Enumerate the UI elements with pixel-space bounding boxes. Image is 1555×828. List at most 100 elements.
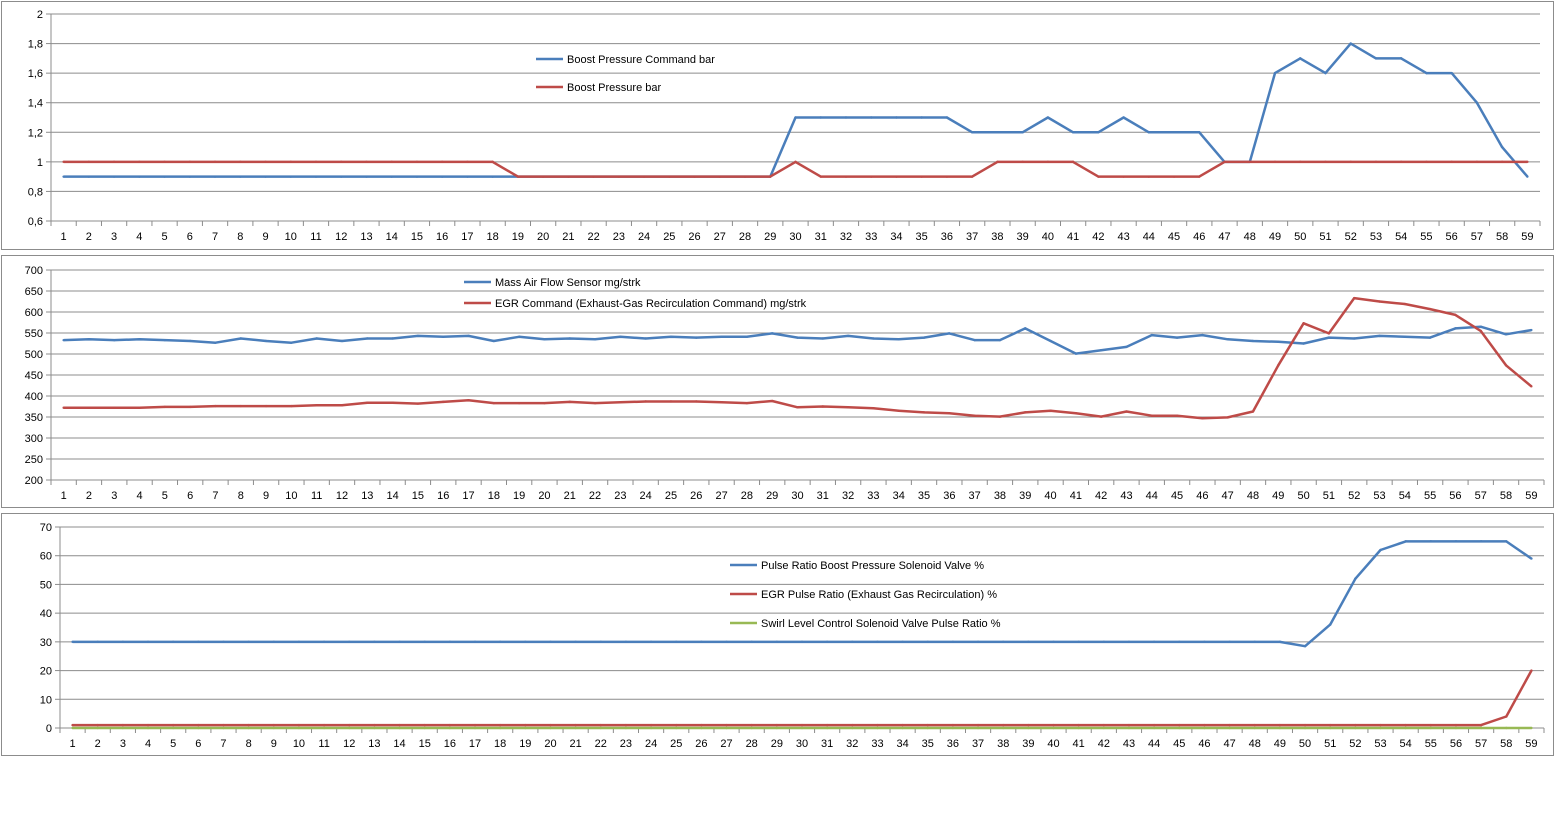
boost-x-tick-label: 29 bbox=[764, 231, 776, 243]
maf-series-1-point bbox=[239, 404, 242, 408]
pulse-series-2-point bbox=[1454, 726, 1458, 730]
maf-series-0-point bbox=[872, 337, 875, 340]
maf-series-1-point bbox=[517, 401, 521, 405]
maf-series-1-point bbox=[1378, 300, 1381, 303]
maf-x-tick-label: 55 bbox=[1424, 490, 1436, 502]
maf-series-0-point bbox=[1074, 352, 1078, 355]
pulse-y-tick-label: 70 bbox=[40, 522, 52, 534]
maf-x-tick-label: 39 bbox=[1019, 490, 1031, 502]
pulse-x-tick-label: 29 bbox=[771, 738, 783, 750]
maf-x-tick-label: 53 bbox=[1373, 490, 1385, 502]
maf-x-tick-label: 43 bbox=[1120, 490, 1132, 502]
pulse-series-1-point bbox=[146, 723, 150, 727]
boost-series-0-point bbox=[1273, 71, 1277, 75]
pulse-x-tick-label: 40 bbox=[1047, 738, 1059, 750]
boost-series-0-point bbox=[1475, 101, 1479, 104]
boost-x-tick-label: 58 bbox=[1496, 231, 1508, 243]
maf-x-tick-label: 4 bbox=[137, 490, 143, 502]
pulse-series-0-point bbox=[675, 640, 678, 644]
boost-x-tick-label: 3 bbox=[111, 231, 117, 243]
boost-series-1-point bbox=[138, 160, 141, 164]
maf-series-0-point bbox=[1024, 327, 1027, 330]
boost-series-1-point bbox=[895, 175, 898, 178]
boost-series-1-point bbox=[491, 160, 494, 164]
pulse-series-2-point bbox=[448, 726, 452, 730]
boost-series-1-point bbox=[239, 160, 242, 164]
maf-y-tick-label: 500 bbox=[25, 349, 43, 361]
boost-x-tick-label: 22 bbox=[587, 231, 599, 243]
pulse-series-0-point bbox=[876, 640, 879, 644]
pulse-series-2-point bbox=[599, 726, 602, 730]
boost-series-1-point bbox=[163, 160, 166, 164]
boost-x-tick-label: 17 bbox=[461, 231, 473, 243]
maf-x-tick-label: 27 bbox=[715, 490, 727, 502]
maf-series-0-point bbox=[290, 341, 293, 344]
pulse-series-2-point bbox=[1127, 726, 1131, 730]
maf-x-tick-label: 57 bbox=[1475, 490, 1487, 502]
maf-x-tick-label: 54 bbox=[1399, 490, 1411, 502]
pulse-y-tick-label: 20 bbox=[40, 666, 52, 678]
boost-y-tick-label: 0,8 bbox=[28, 186, 43, 198]
pulse-series-0-point bbox=[146, 640, 150, 644]
maf-y-tick-label: 450 bbox=[25, 370, 43, 382]
boost-x-tick-label: 16 bbox=[436, 231, 448, 243]
pulse-series-1-point bbox=[1077, 723, 1080, 727]
pulse-series-2-point bbox=[976, 726, 980, 730]
pulse-series-1-point bbox=[725, 723, 728, 727]
pulse-series-1-point bbox=[171, 723, 175, 727]
pulse-x-tick-label: 46 bbox=[1198, 738, 1210, 750]
pulse-x-tick-label: 6 bbox=[195, 738, 201, 750]
maf-x-tick-label: 10 bbox=[285, 490, 297, 502]
boost-series-1-point bbox=[617, 175, 621, 178]
maf-series-1-point bbox=[998, 415, 1002, 418]
pulse-x-tick-label: 37 bbox=[972, 738, 984, 750]
boost-series-1-point bbox=[870, 175, 873, 178]
boost-series-line-1 bbox=[63, 160, 1528, 178]
pulse-series-0-point bbox=[1354, 577, 1357, 580]
boost-series-1-point bbox=[794, 160, 797, 164]
boost-series-1-point bbox=[1349, 160, 1352, 164]
pulse-series-2-point bbox=[1303, 726, 1307, 730]
maf-series-0-point bbox=[1251, 339, 1255, 343]
pulse-series-0-point bbox=[1404, 540, 1407, 543]
maf-series-0-point bbox=[391, 337, 394, 340]
pulse-series-0-point bbox=[1027, 640, 1030, 644]
pulse-x-tick-label: 32 bbox=[846, 738, 858, 750]
pulse-series-0-point bbox=[71, 640, 74, 644]
pulse-x-tick-label: 35 bbox=[922, 738, 934, 750]
pulse-y-tick-label: 30 bbox=[40, 637, 52, 649]
maf-series-0-point bbox=[1378, 334, 1381, 338]
pulse-series-0-point bbox=[549, 640, 552, 644]
pulse-x-tick-label: 42 bbox=[1098, 738, 1110, 750]
pulse-series-0-point bbox=[373, 640, 376, 644]
maf-y-tick-label: 550 bbox=[25, 328, 43, 340]
pulse-x-tick-label: 1 bbox=[70, 738, 76, 750]
maf-series-0-point bbox=[695, 336, 698, 339]
pulse-series-1-point bbox=[448, 723, 452, 727]
pulse-series-2-point bbox=[146, 726, 150, 730]
pulse-series-0-point bbox=[700, 640, 703, 644]
pulse-series-2-point bbox=[322, 726, 326, 730]
pulse-series-1-point bbox=[398, 723, 401, 727]
boost-series-0-point bbox=[1097, 131, 1100, 134]
pulse-series-0-point bbox=[1052, 640, 1055, 644]
maf-series-0-point bbox=[1454, 327, 1457, 330]
pulse-series-1-point bbox=[851, 723, 854, 727]
pulse-series-1-point bbox=[348, 723, 351, 727]
pulse-x-tick-label: 27 bbox=[720, 738, 732, 750]
pulse-series-0-point bbox=[297, 640, 301, 644]
boost-x-tick-label: 50 bbox=[1294, 231, 1306, 243]
pulse-series-0-point bbox=[976, 640, 980, 644]
boost-series-1-point bbox=[1399, 160, 1403, 164]
boost-x-tick-label: 28 bbox=[739, 231, 751, 243]
maf-series-0-point bbox=[644, 337, 647, 340]
pulse-series-0-point bbox=[1253, 640, 1256, 644]
boost-series-1-point bbox=[693, 175, 696, 178]
pulse-legend-label-1: EGR Pulse Ratio (Exhaust Gas Recirculati… bbox=[761, 589, 997, 601]
pulse-series-1-point bbox=[1253, 723, 1256, 727]
maf-series-1-point bbox=[391, 401, 394, 404]
boost-series-1-point bbox=[415, 160, 419, 164]
pulse-x-tick-label: 44 bbox=[1148, 738, 1160, 750]
pulse-series-2-point bbox=[825, 726, 829, 730]
boost-series-1-point bbox=[1299, 160, 1302, 164]
